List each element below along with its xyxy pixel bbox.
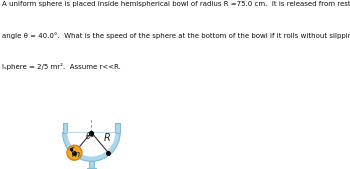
Text: A uniform sphere is placed inside hemispherical bowl of radius R =75.0 cm.  It i: A uniform sphere is placed inside hemisp… xyxy=(2,1,350,7)
Bar xyxy=(89,161,94,168)
Text: R: R xyxy=(103,133,110,143)
Wedge shape xyxy=(68,132,116,156)
Wedge shape xyxy=(63,132,120,161)
Bar xyxy=(87,168,96,169)
Bar xyxy=(116,123,120,132)
Bar xyxy=(63,123,68,132)
Text: Iₛphere = 2/5 mr².  Assume r<<R.: Iₛphere = 2/5 mr². Assume r<<R. xyxy=(2,63,121,70)
Circle shape xyxy=(67,145,82,160)
Text: angle θ = 40.0°.  What is the speed of the sphere at the bottom of the bowl if i: angle θ = 40.0°. What is the speed of th… xyxy=(2,32,350,39)
Text: θ: θ xyxy=(86,132,91,141)
Text: m: m xyxy=(71,150,79,159)
Text: r: r xyxy=(71,145,74,154)
